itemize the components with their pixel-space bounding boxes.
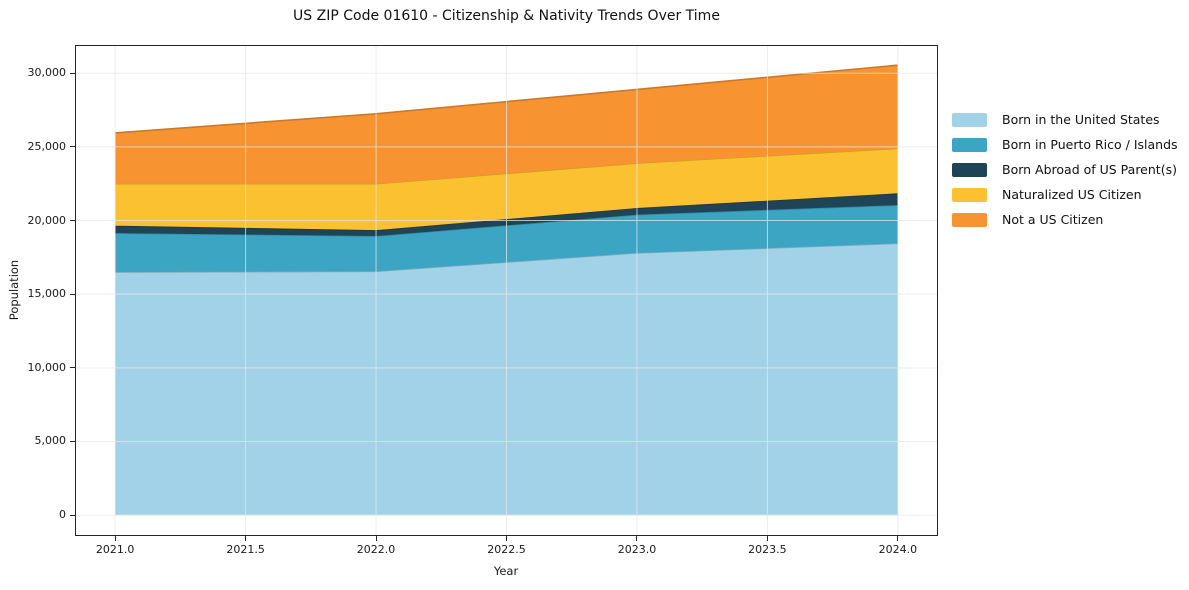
y-tick-mark [70,367,76,369]
x-tick-mark [897,535,899,541]
legend-item-label: Not a US Citizen [1002,212,1104,227]
x-tick-mark [114,535,116,541]
y-tick-mark [70,72,76,74]
gridlines [76,46,937,535]
legend-item: Not a US Citizen [952,207,1178,232]
legend-item: Naturalized US Citizen [952,182,1178,207]
x-tick-label: 2021.0 [95,543,135,556]
y-tick-label: 5,000 [34,434,67,448]
y-tick-mark [70,220,76,222]
legend-swatch [952,112,987,127]
x-tick-mark [766,535,768,541]
x-tick-label: 2021.5 [226,543,265,556]
y-tick-mark [70,440,76,442]
y-tick-mark [70,146,76,148]
x-tick-mark [506,535,507,541]
area-band [115,193,898,237]
y-tick-label: 25,000 [27,139,67,153]
x-tick-mark [636,535,638,541]
chart-title: US ZIP Code 01610 - Citizenship & Nativi… [293,8,720,24]
y-tick-label: 30,000 [27,66,67,80]
legend-swatch [952,162,987,177]
legend-item: Born in the United States [952,107,1178,132]
y-tick-mark [70,293,76,295]
x-tick-label: 2022.5 [487,543,526,556]
legend-swatch [952,137,987,152]
legend-item-label: Born in the United States [1002,112,1160,127]
x-tick-label: 2023.5 [748,543,787,556]
y-tick-label: 20,000 [27,213,67,227]
x-tick-label: 2024.0 [878,543,918,556]
y-tick-mark [70,514,76,516]
x-tick-label: 2023.0 [617,543,657,556]
x-tick-mark [375,535,377,541]
x-tick-label: 2022.0 [356,543,396,556]
legend-item: Born Abroad of US Parent(s) [952,157,1178,182]
legend-item: Born in Puerto Rico / Islands [952,132,1178,157]
stacked-area-plot [76,46,937,535]
legend-swatch [952,187,987,202]
legend-swatch [952,212,987,227]
y-tick-label: 15,000 [27,287,67,301]
legend-item-label: Naturalized US Citizen [1002,187,1142,202]
y-tick-label: 0 [59,508,66,522]
y-tick-label: 10,000 [27,360,67,374]
legend-item-label: Born Abroad of US Parent(s) [1002,162,1177,177]
x-axis-label: Year [493,564,519,578]
plot-area [75,45,938,536]
legend-item-label: Born in Puerto Rico / Islands [1002,137,1178,152]
legend: Born in the United States Born in Puerto … [952,107,1178,232]
x-tick-mark [245,535,247,541]
